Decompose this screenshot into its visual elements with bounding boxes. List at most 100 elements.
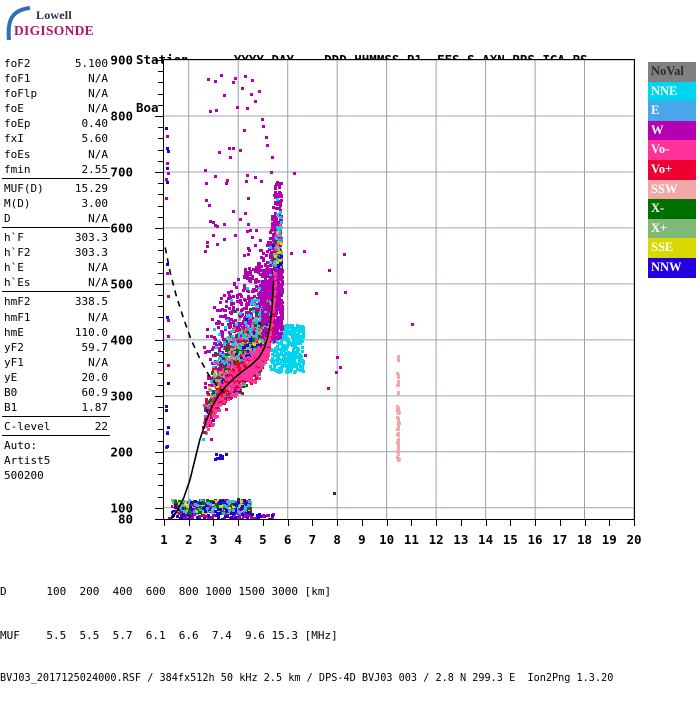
param-divider [2,291,110,293]
y-tick [158,463,163,465]
echo-point [217,360,221,364]
y-tick [158,306,163,308]
echo-point [240,294,244,298]
y-tick [155,283,163,285]
y-tick-label: 900 [110,52,133,68]
param-value: 5.60 [81,132,109,146]
param-key: fxI [4,132,24,146]
y-tick [158,496,163,498]
y-tick [155,451,163,453]
echo-point [235,286,239,290]
echo-point [247,271,251,275]
param-row: hmF2 338.5 [0,294,112,309]
y-tick [158,485,163,487]
plot-area[interactable] [163,59,635,520]
param-row: h`Es N/A [0,275,112,290]
echo-point [279,198,283,202]
echo-point [280,214,284,218]
y-tick [155,227,163,229]
lowell-digisonde-logo: Lowell DIGISONDE [6,4,116,48]
logo-brand-top: Lowell [36,8,72,22]
y-tick-label: 700 [110,164,133,180]
param-row: foF1 N/A [0,71,112,86]
y-tick-label: 100 [110,500,133,516]
y-tick-label: 600 [110,220,133,236]
echo-point [225,343,229,346]
echo-point [257,267,261,271]
param-row: foEp 0.40 [0,116,112,131]
param-key: hmE [4,325,24,339]
echo-point [208,357,212,361]
param-row: h`E N/A [0,260,112,275]
y-tick [158,295,163,297]
echo-point [220,297,223,301]
param-row: foF2 5.100 [0,56,112,71]
param-key: M(D) [4,196,31,210]
echo-point [250,274,254,278]
param-key: foFlp [4,87,38,101]
y-tick-label: 800 [110,108,133,124]
param-value: N/A [88,355,108,369]
param-row: D N/A [0,211,112,226]
echo-point [218,301,222,305]
echo-point [277,222,281,226]
echo-point [204,385,208,389]
echo-point [227,306,231,310]
param-value: N/A [88,72,108,86]
y-tick-label: 200 [110,444,133,460]
logo-arc-icon [6,6,31,41]
echo-point [235,307,239,311]
echo-point [242,288,245,292]
echo-point [279,200,282,204]
echo-point [274,184,277,188]
y-tick [158,373,163,375]
y-tick-label: 500 [110,276,133,292]
echo-point [269,230,273,234]
param-key: B1 [4,401,18,415]
param-row: M(D) 3.00 [0,196,112,211]
param-key: h`Es [4,276,31,290]
y-tick [158,351,163,353]
param-divider [2,177,110,179]
echo-point [270,247,274,251]
echo-point [242,307,246,311]
echo-point [218,366,222,370]
param-key: B0 [4,385,18,399]
param-row: foEs N/A [0,147,112,162]
echo-point [271,217,274,221]
param-key: foEs [4,147,31,161]
echo-point [206,328,210,332]
y-tick [158,71,163,73]
echo-point [239,302,243,306]
param-key: yE [4,370,18,384]
echo-point [273,191,277,195]
y-tick [158,93,163,95]
echo-point [206,335,209,339]
y-tick [158,429,163,431]
y-tick [155,519,163,520]
echo-point [217,309,221,313]
ionogram-plot[interactable] [163,59,635,520]
param-value: 1.87 [81,401,109,415]
param-value: 3.00 [81,196,109,210]
y-tick [158,239,163,241]
param-value: 59.7 [81,340,109,354]
echo-point [273,195,277,199]
echo-point [248,324,252,328]
param-row: h`F2 303.3 [0,245,112,260]
y-tick [155,339,163,341]
echo-point [224,309,228,313]
param-value: 0.40 [81,117,109,131]
y-tick [158,183,163,185]
echo-point [206,350,210,354]
param-key: yF2 [4,340,24,354]
echo-point [245,301,249,305]
param-key: foF1 [4,72,31,86]
param-value: 60.9 [81,385,109,399]
param-row: fxI 5.60 [0,131,112,146]
param-value: 2.55 [81,162,109,176]
param-key: hmF1 [4,310,31,324]
echo-point [220,365,224,369]
param-row: fmin 2.55 [0,162,112,177]
y-tick [158,82,163,84]
